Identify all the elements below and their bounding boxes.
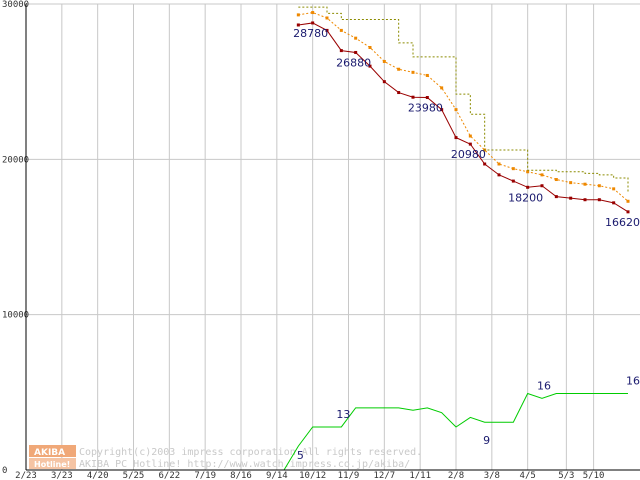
series-1-marker xyxy=(612,187,616,191)
y-tick-label: 20000 xyxy=(2,155,29,165)
x-tick-label: 10/12 xyxy=(299,471,326,480)
akiba-logo-bottom xyxy=(29,458,76,469)
series-0-marker xyxy=(382,80,386,84)
series-1-marker xyxy=(296,13,300,17)
series-group xyxy=(26,6,630,471)
series-line-2 xyxy=(298,6,629,194)
data-label: 26880 xyxy=(336,56,371,69)
x-tick-label: 5/10 xyxy=(583,471,605,480)
x-tick-label: 5/25 xyxy=(123,471,145,480)
series-1-marker xyxy=(497,162,501,166)
x-tick-label: 4/20 xyxy=(87,471,109,480)
series-0-marker xyxy=(483,162,487,166)
x-tick-label: 11/9 xyxy=(338,471,360,480)
y-tick-label: 0 xyxy=(2,466,7,476)
series-0-marker xyxy=(296,23,300,27)
series-0-marker xyxy=(454,136,458,140)
x-tick-label: 4/5 xyxy=(520,471,536,480)
copyright-watermark: AKIBA Hotline! Copyright(c)2003 impress … xyxy=(29,445,422,470)
series-0-marker xyxy=(440,108,444,112)
series-1-marker xyxy=(626,199,630,203)
series-1-marker xyxy=(354,36,358,40)
series-1-marker xyxy=(325,16,329,20)
hotline-logo-text: Hotline! xyxy=(34,460,70,469)
copyright-line: Copyright(c)2003 impress corporation All… xyxy=(79,447,422,458)
x-tick-label: 12/7 xyxy=(373,471,395,480)
akiba-logo-text: AKIBA xyxy=(34,448,65,458)
series-0-marker xyxy=(368,64,372,68)
series-1-marker xyxy=(440,86,444,90)
series-0-marker xyxy=(612,201,616,205)
series-0-marker xyxy=(397,91,401,95)
data-label: 16 xyxy=(626,375,640,388)
series-1-marker xyxy=(468,134,472,138)
series-0-marker xyxy=(325,28,329,32)
series-0-marker xyxy=(311,21,315,25)
series-0-marker xyxy=(425,96,429,100)
data-label: 28780 xyxy=(293,27,328,40)
series-0-marker xyxy=(511,179,515,183)
series-0-marker xyxy=(626,210,630,214)
series-1-marker xyxy=(382,59,386,63)
x-tick-label: 6/22 xyxy=(158,471,180,480)
x-tick-label: 2/8 xyxy=(448,471,464,480)
data-label: 23980 xyxy=(408,102,443,115)
series-1-marker xyxy=(411,70,415,74)
series-line-3 xyxy=(26,392,628,471)
series-1-marker xyxy=(597,184,601,188)
series-line-0 xyxy=(298,22,629,213)
data-label: 5 xyxy=(297,449,304,462)
series-1-marker xyxy=(554,178,558,182)
series-0-marker xyxy=(468,142,472,146)
series-0-marker xyxy=(411,95,415,99)
x-tick-label: 2/23 xyxy=(15,471,37,480)
site-url-line: AKIBA PC Hotline! http://www.watch.impre… xyxy=(79,459,410,470)
series-1-marker xyxy=(569,181,573,185)
series-line-1 xyxy=(298,12,629,202)
series-0-marker xyxy=(354,50,358,54)
x-tick-label: 1/11 xyxy=(409,471,431,480)
series-0-marker xyxy=(526,185,530,189)
x-tick-label: 8/16 xyxy=(230,471,252,480)
series-0-marker xyxy=(583,198,587,202)
y-tick-label: 10000 xyxy=(2,311,29,321)
data-label: 18200 xyxy=(508,191,543,204)
x-tick-label: 5/3 xyxy=(558,471,574,480)
series-1-marker xyxy=(311,11,315,15)
series-1-marker xyxy=(339,28,343,32)
gridlines xyxy=(25,3,640,470)
data-label: 16620 xyxy=(605,216,640,229)
y-axis-tick-labels: 0 10000 20000 30000 xyxy=(2,0,29,476)
x-tick-label: 3/8 xyxy=(484,471,500,480)
series-1-marker xyxy=(454,108,458,112)
x-tick-label: 9/14 xyxy=(266,471,288,480)
data-labels: 28780 26880 23980 20980 18200 16620 5 13 9 16 16 xyxy=(293,27,640,462)
series-0-marker xyxy=(569,196,573,200)
data-label: 16 xyxy=(537,379,551,392)
x-tick-label: 3/23 xyxy=(51,471,73,480)
series-1-marker xyxy=(540,173,544,177)
series-0-marker xyxy=(540,184,544,188)
series-1-marker xyxy=(583,182,587,186)
data-label: 20980 xyxy=(451,148,486,161)
series-1-marker xyxy=(511,167,515,171)
series-1-marker xyxy=(368,45,372,49)
series-1-marker xyxy=(397,67,401,71)
series-0-marker xyxy=(597,198,601,202)
akiba-logo-top xyxy=(29,445,76,457)
series-0-marker xyxy=(339,49,343,53)
x-tick-label: 7/19 xyxy=(194,471,216,480)
series-1-marker xyxy=(425,73,429,77)
data-label: 13 xyxy=(336,408,350,421)
series-1-marker xyxy=(526,170,530,174)
x-axis-tick-labels: 2/23 3/23 4/20 5/25 6/22 7/19 8/16 9/14 10/12 11/… xyxy=(15,471,604,480)
data-label: 9 xyxy=(483,434,490,447)
series-0-marker xyxy=(497,173,501,177)
series-0-marker xyxy=(554,195,558,199)
y-tick-label: 30000 xyxy=(2,0,29,10)
